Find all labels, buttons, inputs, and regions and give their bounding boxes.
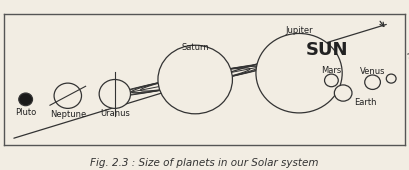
Ellipse shape: [19, 93, 32, 106]
Text: Jupiter: Jupiter: [285, 26, 313, 35]
Text: Neptune: Neptune: [49, 110, 86, 119]
Ellipse shape: [54, 83, 81, 108]
Text: Uranus: Uranus: [100, 109, 130, 118]
Text: Fig. 2.3 : Size of planets in our Solar system: Fig. 2.3 : Size of planets in our Solar …: [90, 158, 319, 168]
Text: Saturn: Saturn: [181, 43, 209, 52]
Ellipse shape: [325, 74, 338, 87]
Ellipse shape: [365, 75, 380, 89]
Ellipse shape: [158, 45, 232, 114]
Text: SUN: SUN: [306, 41, 349, 59]
Ellipse shape: [334, 85, 352, 101]
Text: Venus: Venus: [360, 67, 385, 76]
Text: Pluto: Pluto: [15, 108, 36, 117]
Ellipse shape: [386, 74, 396, 83]
Text: Earth: Earth: [354, 98, 376, 107]
Text: Mars: Mars: [321, 66, 342, 75]
Ellipse shape: [256, 33, 342, 113]
Text: Mercury: Mercury: [403, 50, 409, 86]
Ellipse shape: [99, 80, 130, 108]
